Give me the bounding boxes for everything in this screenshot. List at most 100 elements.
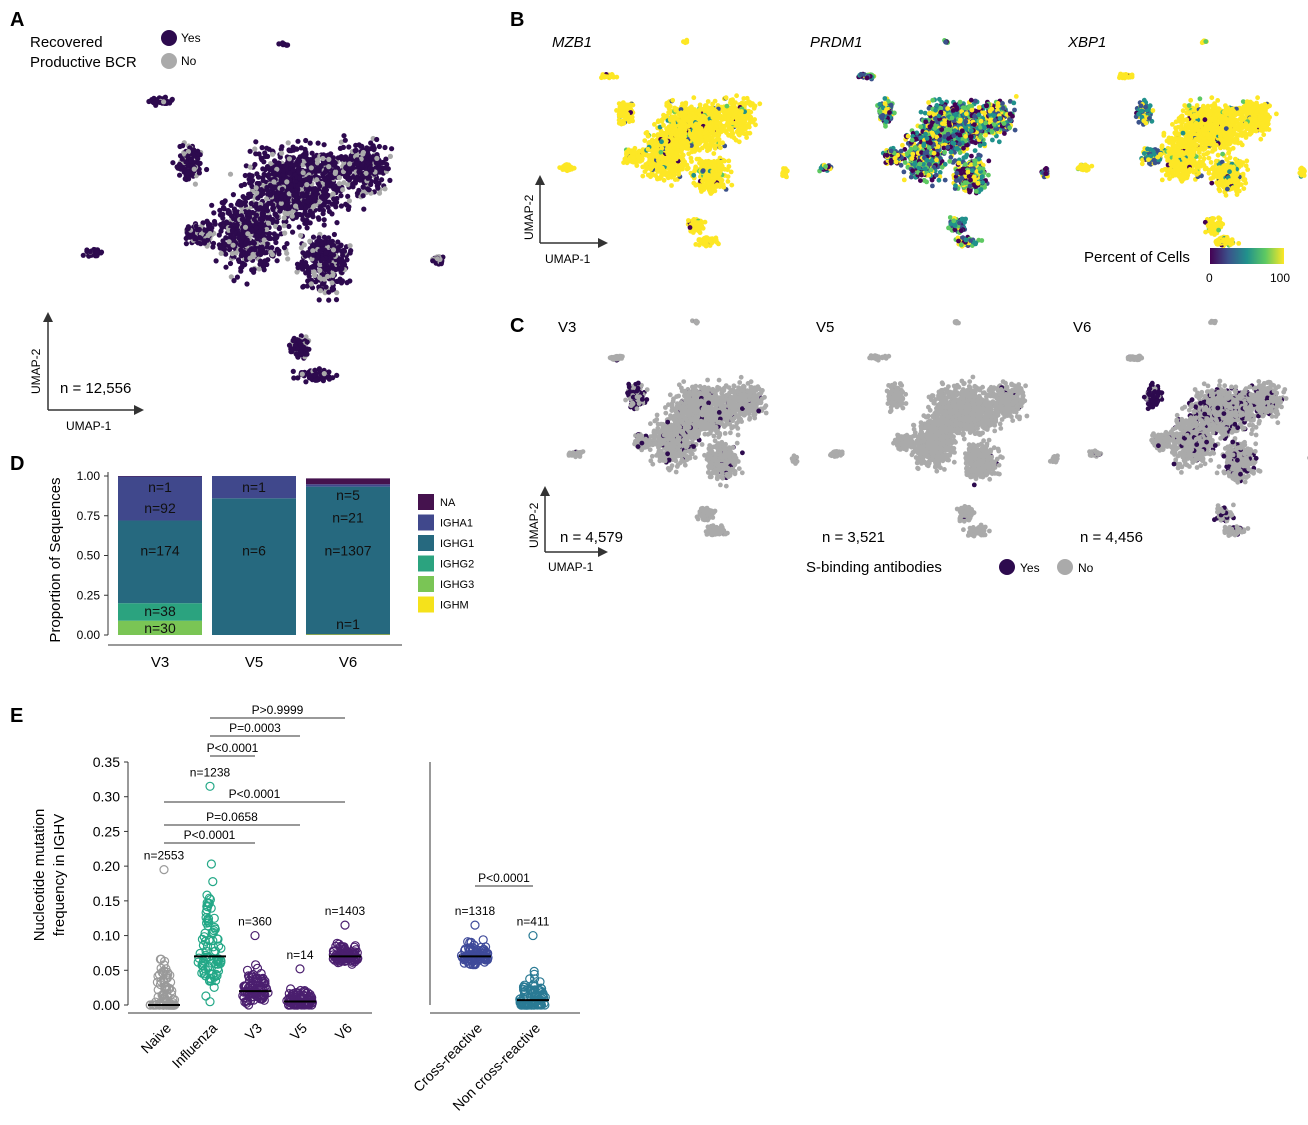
- umap-point: [635, 154, 641, 160]
- umap-point: [301, 344, 307, 350]
- umap-point: [703, 159, 709, 164]
- umap-point: [219, 200, 225, 206]
- umap-point: [234, 222, 240, 228]
- umap-point: [691, 180, 697, 186]
- umap-point: [680, 139, 686, 145]
- a-axis-x-label: UMAP-1: [66, 419, 112, 433]
- umap-point: [266, 146, 272, 152]
- umap-point: [310, 234, 317, 240]
- a-n-label: n = 12,556: [60, 380, 131, 397]
- umap-point: [319, 246, 325, 252]
- umap-point: [274, 258, 280, 264]
- umap-point: [303, 379, 309, 385]
- umap-point: [699, 138, 704, 144]
- umap-point: [332, 170, 338, 176]
- umap-point: [326, 376, 332, 382]
- umap-point: [347, 161, 353, 167]
- umap-point: [281, 215, 287, 221]
- umap-point: [189, 171, 195, 177]
- umap-point: [730, 131, 736, 137]
- umap-point: [286, 223, 292, 229]
- umap-point: [268, 200, 274, 206]
- a-legend-no-label: No: [181, 54, 197, 68]
- umap-point: [217, 245, 223, 251]
- umap-point: [347, 169, 353, 175]
- umap-point: [359, 173, 365, 179]
- umap-point: [282, 204, 288, 210]
- umap-point: [346, 198, 352, 204]
- umap-point: [253, 151, 259, 157]
- umap-point: [279, 193, 285, 199]
- umap-point: [286, 342, 293, 348]
- umap-point: [361, 206, 367, 212]
- umap-point: [631, 155, 637, 161]
- umap-point: [694, 156, 700, 162]
- umap-point: [177, 172, 183, 178]
- umap-point: [303, 205, 309, 211]
- umap-point: [334, 278, 340, 284]
- umap-point: [270, 205, 276, 211]
- umap-point: [308, 165, 314, 171]
- umap-point: [753, 122, 758, 128]
- umap-point: [712, 98, 718, 104]
- umap-point: [228, 202, 234, 208]
- umap-point: [710, 169, 715, 174]
- umap-point: [281, 223, 287, 229]
- umap-point: [218, 228, 224, 234]
- umap-point: [298, 145, 304, 151]
- umap-point: [673, 107, 679, 113]
- umap-point: [702, 143, 708, 149]
- umap-point: [649, 140, 654, 145]
- umap-point: [326, 239, 332, 245]
- umap-point: [209, 202, 215, 208]
- umap-point: [369, 167, 375, 173]
- umap-point: [360, 151, 366, 157]
- umap-point: [323, 250, 329, 256]
- umap-point: [712, 145, 718, 150]
- umap-point: [282, 230, 288, 236]
- umap-point: [331, 183, 338, 189]
- umap-point: [694, 225, 700, 230]
- umap-point: [645, 146, 651, 152]
- b-umap-mzb1: [557, 37, 790, 249]
- umap-point: [179, 156, 185, 162]
- umap-point: [342, 137, 348, 143]
- umap-point: [748, 114, 754, 120]
- umap-point: [689, 159, 694, 164]
- umap-point: [624, 151, 629, 157]
- umap-point: [223, 251, 229, 257]
- umap-point: [706, 108, 711, 114]
- umap-point: [285, 140, 291, 146]
- umap-point: [702, 130, 708, 136]
- umap-point: [293, 198, 299, 204]
- umap-point: [251, 216, 257, 222]
- umap-point: [682, 127, 688, 132]
- umap-point: [303, 260, 309, 266]
- a-umap-scatter: [80, 40, 446, 385]
- umap-point: [274, 246, 280, 252]
- umap-point: [317, 267, 323, 273]
- umap-point: [242, 250, 248, 256]
- umap-point: [258, 155, 264, 161]
- panel-letter-a: A: [10, 9, 24, 31]
- umap-point: [251, 269, 257, 275]
- umap-point: [231, 234, 237, 240]
- umap-point: [277, 208, 283, 214]
- umap-point: [247, 211, 253, 217]
- b-umap-prdm1: [817, 38, 1050, 249]
- umap-point: [253, 233, 260, 239]
- umap-point: [687, 225, 693, 230]
- umap-point: [300, 170, 306, 176]
- umap-point: [700, 168, 706, 174]
- umap-point: [667, 110, 672, 116]
- umap-point: [676, 172, 682, 177]
- umap-point: [338, 154, 344, 160]
- umap-point: [183, 241, 189, 247]
- umap-point: [682, 40, 688, 46]
- umap-point: [316, 235, 322, 241]
- umap-point: [284, 250, 290, 256]
- umap-point: [185, 225, 191, 232]
- umap-point: [283, 162, 289, 169]
- umap-point: [318, 162, 324, 169]
- umap-point: [322, 169, 328, 175]
